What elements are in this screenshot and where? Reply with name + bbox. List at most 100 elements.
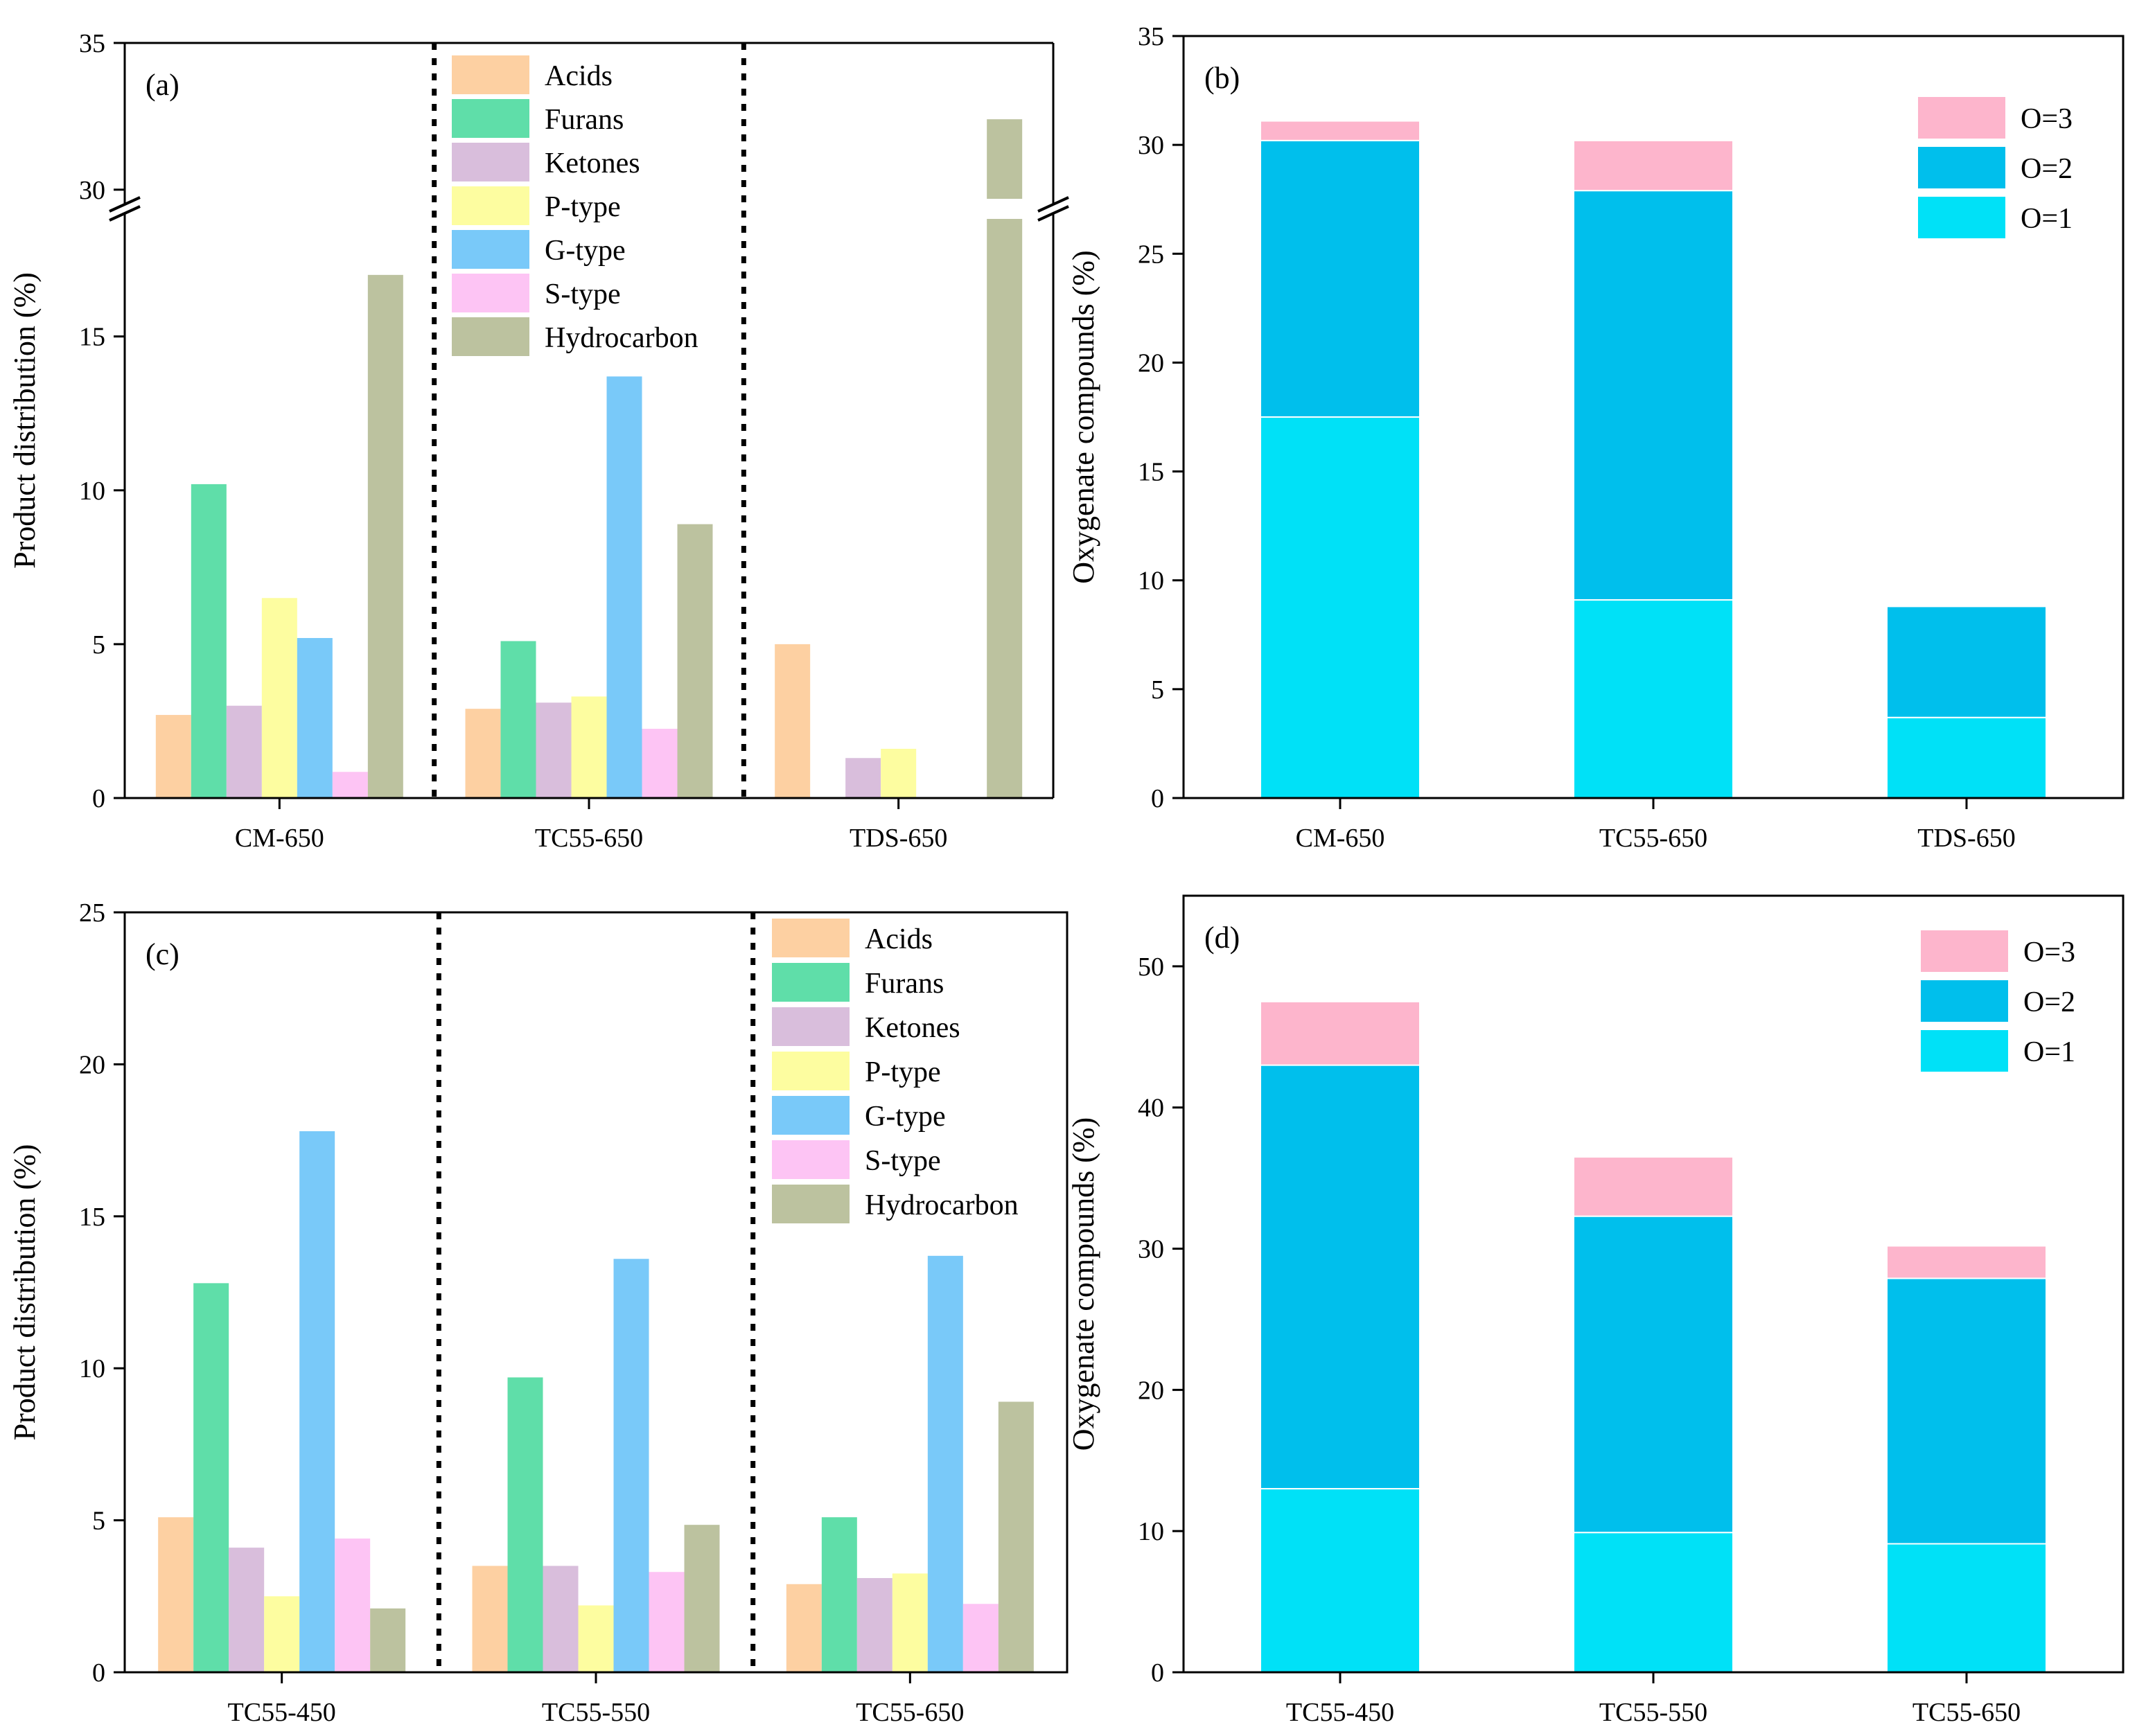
legend-swatch-furans [772,963,850,1002]
legend-label-p-type: P-type [865,1056,941,1088]
bar-s-type-tc55-650 [642,729,678,798]
legend-label-s-type: S-type [865,1145,941,1177]
y-tick-label: 0 [92,1658,105,1688]
bar-furans-tc55-650 [500,641,536,798]
legend-label-furans: Furans [865,968,944,1000]
bar-o-1-cm-650 [1260,416,1421,799]
x-tick-label: TC55-650 [535,824,643,853]
y-tick-label: 20 [1138,348,1164,378]
bar-g-type-cm-650 [297,638,333,798]
y-axis-title: Oxygenate compounds (%) [1066,1117,1100,1451]
legend-label-hydrocarbon: Hydrocarbon [545,322,698,354]
bar-ketones-tc55-450 [229,1548,265,1672]
bar-o-2-tc55-550 [1573,1215,1734,1534]
legend-swatch-o-2 [1918,147,2005,188]
y-tick-label: 30 [1138,1235,1164,1264]
legend: O=3 O=2 O=1 [1921,930,2075,1072]
legend-label-p-type: P-type [545,191,621,223]
bar-o-1-tc55-650 [1573,599,1734,799]
panel-d-oxygenate-compounds-chart: 0 10 20 30 40 50 TC55-450 TC55-550 TC55-650 Oxyge… [1066,894,2125,1727]
bar-g-type-tc55-550 [613,1259,649,1672]
bar-o-3-cm-650 [1260,120,1421,141]
legend: Acids Furans Ketones P-type G-type S-type Hydr… [452,55,698,356]
y-tick-label: 5 [92,630,105,659]
legend-swatch-acids [452,55,529,94]
legend-swatch-ketones [772,1007,850,1046]
bar-hydrocarbon-tc55-650 [677,524,713,798]
bar-p-type-tc55-650 [892,1573,928,1672]
legend-label-acids: Acids [545,60,613,92]
bar-o-1-tc55-650 [1886,1543,2047,1673]
bar-acids-tc55-450 [158,1517,194,1672]
legend-swatch-o-3 [1921,930,2008,972]
y-tick-label: 10 [1138,1517,1164,1546]
panel-label: (d) [1204,921,1240,955]
legend: O=3 O=2 O=1 [1918,97,2073,238]
bar-ketones-tc55-650 [536,702,572,798]
legend-label-s-type: S-type [545,278,621,310]
legend-swatch-g-type [452,230,529,269]
bar-hydrocarbon-tds-650-lower [987,219,1023,798]
bar-ketones-cm-650 [226,705,262,798]
legend-label-o-3: O=3 [2023,937,2075,968]
bar-s-type-cm-650 [332,772,368,798]
legend-label-o-1: O=1 [2021,203,2073,235]
x-tick-label: TC55-450 [1286,1698,1394,1727]
bar-furans-cm-650 [191,484,227,798]
y-tick-label: 25 [79,898,105,928]
y-tick-label: 40 [1138,1094,1164,1123]
bar-acids-tc55-650 [465,709,501,798]
panel-c-product-distribution-chart: 0 5 10 15 20 25 TC55-450 TC55-550 TC55-650 Produc… [8,898,1068,1727]
bar-furans-tc55-550 [507,1377,543,1672]
y-tick-label: 5 [92,1507,105,1536]
bar-o-1-tds-650 [1886,716,2047,799]
bar-ketones-tds-650 [845,758,881,798]
bar-o-3-tc55-550 [1573,1156,1734,1217]
y-axis-title: Product distribution (%) [8,1144,42,1441]
y-tick-label: 25 [1138,240,1164,269]
bar-o-2-tc55-650 [1886,1277,2047,1545]
bar-o-2-cm-650 [1260,139,1421,418]
x-tick-label: CM-650 [235,824,324,853]
y-tick-label: 30 [1138,131,1164,160]
axis-break-mark [109,196,141,213]
legend-swatch-o-2 [1921,980,2008,1022]
x-tick-label: TC55-650 [1912,1698,2021,1727]
legend-swatch-ketones [452,143,529,181]
legend-swatch-p-type [452,186,529,225]
legend-label-o-1: O=1 [2023,1036,2075,1068]
y-tick-label: 10 [79,477,105,506]
bar-acids-cm-650 [155,715,191,798]
plot-frame [123,911,1068,1674]
legend-label-g-type: G-type [545,235,626,267]
axis-break-mark [109,205,141,222]
bar-o-3-tc55-650 [1573,139,1734,192]
x-tick-label: TC55-550 [542,1698,650,1727]
bar-s-type-tc55-650 [962,1604,999,1672]
legend-swatch-o-1 [1918,197,2005,238]
panel-label: (b) [1204,61,1240,95]
bar-p-type-cm-650 [261,598,297,798]
bar-ketones-tc55-550 [543,1566,579,1672]
y-tick-label: 15 [79,1203,105,1232]
bar-g-type-tc55-650 [927,1255,963,1672]
bar-hydrocarbon-tc55-650 [998,1401,1034,1672]
x-tick-label: TC55-550 [1599,1698,1707,1727]
bar-o-1-tc55-550 [1573,1532,1734,1673]
bar-acids-tds-650 [775,644,811,798]
bar-o-2-tds-650 [1886,605,2047,718]
y-axis-title: Product distribution (%) [8,272,42,569]
bar-g-type-tc55-450 [299,1131,335,1672]
bar-acids-tc55-650 [786,1584,822,1672]
y-tick-label: 50 [1138,953,1164,982]
legend-label-g-type: G-type [865,1101,946,1133]
legend-swatch-s-type [772,1140,850,1179]
bar-o-2-tc55-450 [1260,1064,1421,1490]
panel-label: (c) [146,937,179,971]
bar-o-3-tc55-450 [1260,1000,1421,1066]
y-tick-label: 10 [1138,567,1164,596]
plot-frame [1182,894,2125,1674]
bar-s-type-tc55-450 [335,1538,371,1672]
legend-swatch-hydrocarbon [772,1185,850,1223]
